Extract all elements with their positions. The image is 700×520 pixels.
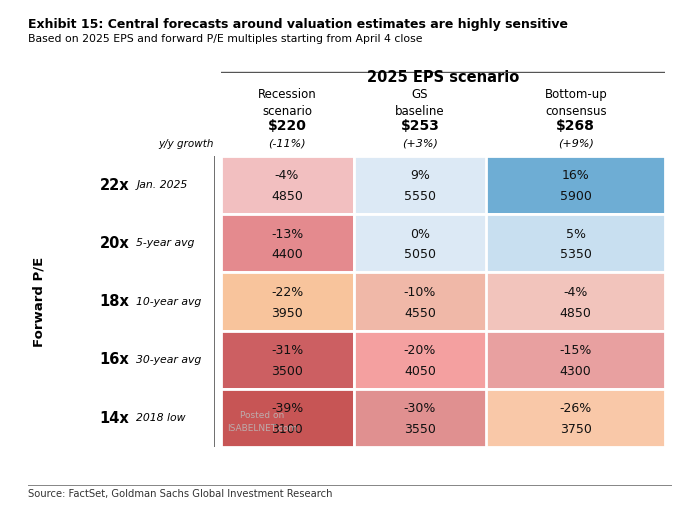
Text: ISABELNET.com: ISABELNET.com <box>228 424 298 433</box>
Text: -39%: -39% <box>271 402 303 415</box>
Text: 18x: 18x <box>99 294 130 309</box>
Text: 5550: 5550 <box>404 190 436 203</box>
Text: Bottom-up
consensus: Bottom-up consensus <box>545 88 607 119</box>
Text: 16%: 16% <box>562 170 589 183</box>
Text: 20x: 20x <box>99 236 130 251</box>
Text: 3950: 3950 <box>271 307 303 319</box>
Text: 2018 low: 2018 low <box>136 413 186 423</box>
Text: 2025 EPS scenario: 2025 EPS scenario <box>367 70 519 85</box>
Text: 4050: 4050 <box>404 365 436 378</box>
Text: -13%: -13% <box>271 228 303 240</box>
Text: 4550: 4550 <box>404 307 436 319</box>
Text: -10%: -10% <box>404 286 436 298</box>
Text: 3750: 3750 <box>560 423 592 436</box>
Text: -4%: -4% <box>564 286 588 298</box>
Text: 4850: 4850 <box>560 307 592 319</box>
Text: 5-year avg: 5-year avg <box>136 238 195 249</box>
Text: Posted on: Posted on <box>240 411 285 420</box>
Text: -31%: -31% <box>271 344 303 357</box>
Text: $220: $220 <box>267 119 307 133</box>
Text: (+9%): (+9%) <box>558 139 594 149</box>
Text: $253: $253 <box>400 119 440 133</box>
Text: Jan. 2025: Jan. 2025 <box>136 180 188 190</box>
Text: y/y growth: y/y growth <box>158 139 214 149</box>
Text: 4850: 4850 <box>271 190 303 203</box>
Text: 30-year avg: 30-year avg <box>136 355 202 365</box>
Text: -20%: -20% <box>404 344 436 357</box>
Text: Exhibit 15: Central forecasts around valuation estimates are highly sensitive: Exhibit 15: Central forecasts around val… <box>28 18 568 31</box>
Text: Source: FactSet, Goldman Sachs Global Investment Research: Source: FactSet, Goldman Sachs Global In… <box>28 489 332 499</box>
Text: -26%: -26% <box>559 402 592 415</box>
Text: 5050: 5050 <box>404 249 436 261</box>
Text: 9%: 9% <box>410 170 430 183</box>
Text: Recession
scenario: Recession scenario <box>258 88 316 119</box>
Text: 5900: 5900 <box>560 190 592 203</box>
Text: -15%: -15% <box>559 344 592 357</box>
Text: 3550: 3550 <box>404 423 436 436</box>
Text: -30%: -30% <box>404 402 436 415</box>
Text: 22x: 22x <box>100 178 130 192</box>
Text: -4%: -4% <box>275 170 299 183</box>
Text: $268: $268 <box>556 119 595 133</box>
Text: 5%: 5% <box>566 228 586 240</box>
Text: 0%: 0% <box>410 228 430 240</box>
Text: GS
baseline: GS baseline <box>395 88 444 119</box>
Text: 10-year avg: 10-year avg <box>136 296 202 307</box>
Text: Forward P/E: Forward P/E <box>32 256 45 347</box>
Text: (-11%): (-11%) <box>268 139 306 149</box>
Text: 3100: 3100 <box>271 423 303 436</box>
Text: 16x: 16x <box>99 353 130 367</box>
Text: 14x: 14x <box>99 411 130 425</box>
Text: 3500: 3500 <box>271 365 303 378</box>
Text: 4400: 4400 <box>271 249 303 261</box>
Text: -22%: -22% <box>271 286 303 298</box>
Text: (+3%): (+3%) <box>402 139 438 149</box>
Text: Based on 2025 EPS and forward P/E multiples starting from April 4 close: Based on 2025 EPS and forward P/E multip… <box>28 34 423 44</box>
Text: 5350: 5350 <box>560 249 592 261</box>
Text: 4300: 4300 <box>560 365 592 378</box>
